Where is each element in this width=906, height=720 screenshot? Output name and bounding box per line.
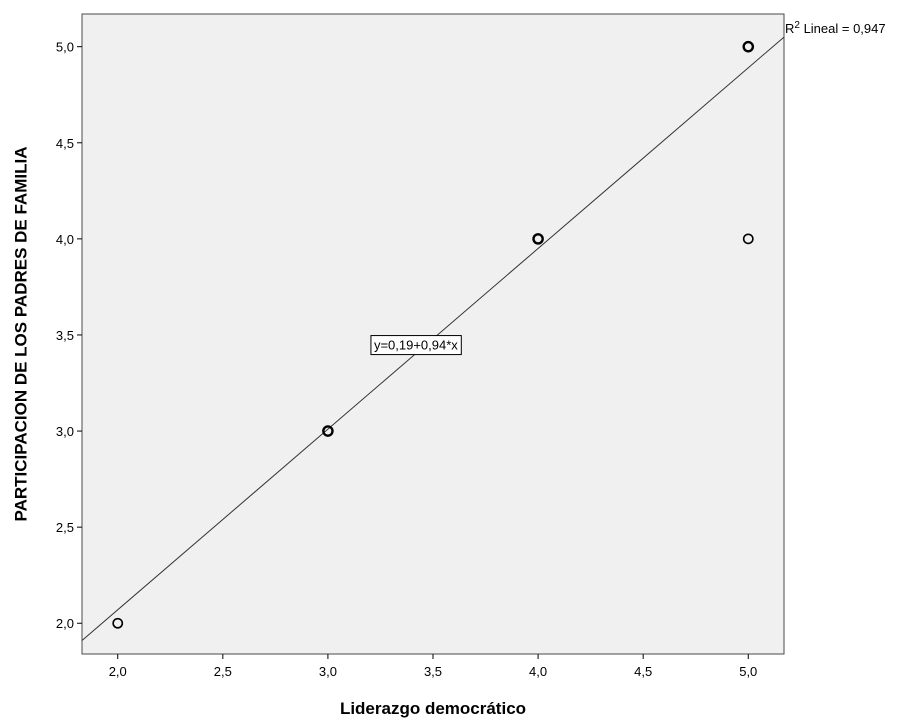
x-axis: 2,0 2,5 3,0 3,5 4,0 4,5 5,0 — [109, 654, 757, 679]
r-squared-prefix: R — [785, 21, 794, 36]
r-squared-suffix: Lineal = 0,947 — [800, 21, 886, 36]
equation-annotation: y=0,19+0,94*x — [370, 335, 462, 356]
plot-area — [81, 13, 785, 655]
x-tick-label: 4,0 — [529, 664, 547, 679]
y-tick-label: 4,5 — [56, 136, 74, 151]
y-tick-label: 2,5 — [56, 520, 74, 535]
data-point — [742, 233, 754, 245]
x-tick-label: 5,0 — [739, 664, 757, 679]
y-tick-label: 3,5 — [56, 328, 74, 343]
equation-label: y=0,19+0,94*x — [374, 338, 458, 353]
data-point — [742, 40, 755, 53]
equation-box — [370, 335, 462, 356]
y-tick-label: 4,0 — [56, 232, 74, 247]
x-tick-label: 3,5 — [424, 664, 442, 679]
r-squared-label: R2 Lineal = 0,947 — [785, 20, 886, 37]
y-tick-label: 5,0 — [56, 40, 74, 55]
data-points — [112, 40, 755, 629]
r-squared-superscript: 2 — [794, 20, 800, 31]
y-axis: 2,0 2,5 3,0 3,5 4,0 4,5 5,0 — [56, 40, 82, 631]
y-tick-label: 3,0 — [56, 424, 74, 439]
data-point — [112, 617, 124, 629]
x-tick-label: 2,5 — [214, 664, 232, 679]
data-point — [532, 233, 544, 245]
x-tick-label: 3,0 — [319, 664, 337, 679]
y-tick-label: 2,0 — [56, 616, 74, 631]
data-point — [322, 425, 334, 437]
x-axis-title: Liderazgo democrático — [340, 699, 526, 718]
x-tick-label: 2,0 — [109, 664, 127, 679]
y-axis-title: PARTICIPACION DE LOS PADRES DE FAMILIA — [11, 147, 30, 522]
x-tick-label: 4,5 — [634, 664, 652, 679]
